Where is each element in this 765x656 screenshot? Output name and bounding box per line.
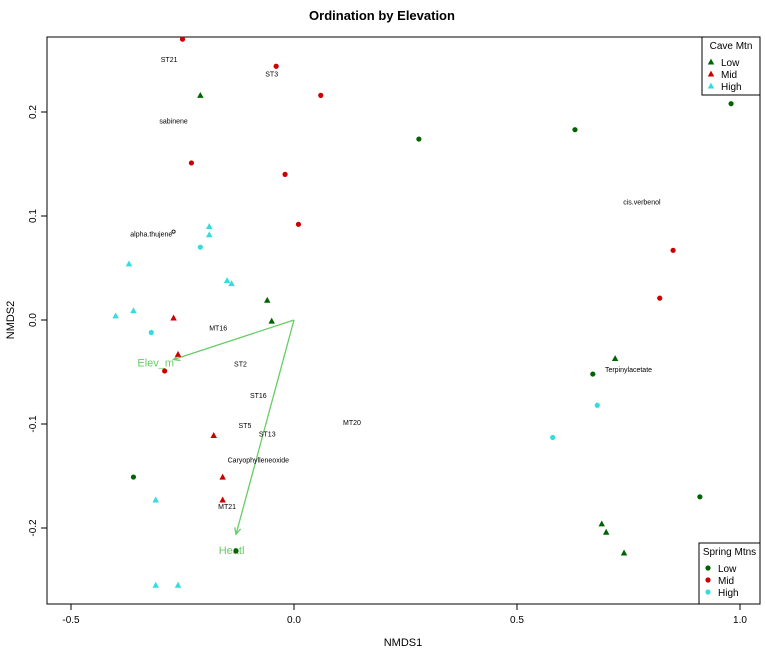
point-circle-mid [188, 160, 195, 166]
point-triangle-mid [219, 496, 226, 503]
point-triangle-low [268, 317, 275, 324]
vector-label: Heatl [219, 545, 245, 557]
point-triangle-mid [174, 350, 182, 357]
legend-entry-label: Mid [721, 70, 737, 81]
legend-entry-label: High [718, 588, 739, 599]
point-label: cis.verbenol [623, 199, 661, 206]
legend-entry-label: Low [721, 58, 740, 69]
point-circle-mid [162, 368, 168, 374]
point-label: MT20 [343, 420, 361, 427]
axis-ticks: -0.5 0.0 0.5 1.0 -0.2 -0.1 0.0 0.1 0.2 [28, 105, 747, 626]
y-axis-label: NMDS2 [5, 301, 17, 340]
point-circle-mid [657, 295, 663, 301]
y-tick-label: 0.2 [28, 105, 39, 119]
y-tick-label: -0.2 [28, 519, 39, 537]
point-triangle-mid [170, 314, 177, 321]
point-circle-low [233, 548, 239, 554]
point-label: ST13 [259, 431, 276, 438]
point-circle-low [130, 474, 137, 480]
point-triangle-high [228, 280, 235, 287]
point-label: sabinene [159, 118, 188, 125]
centroid-marker [171, 229, 176, 234]
vector-label: Elev_m [137, 358, 174, 370]
x-axis-label: NMDS1 [384, 637, 423, 649]
point-circle-high [594, 402, 600, 408]
point-triangle-low [264, 296, 271, 303]
point-triangle-high [206, 223, 213, 229]
point-circle-mid [273, 63, 279, 69]
point-label: Terpinylacetate [605, 367, 652, 374]
point-triangle-mid [219, 473, 226, 480]
legend-entry-label: High [721, 82, 742, 93]
x-tick-label: 0.0 [287, 615, 301, 626]
point-triangle-high [152, 496, 159, 503]
point-triangle-high [125, 260, 133, 267]
point-circle-high [197, 244, 203, 250]
point-triangle-high [223, 277, 231, 284]
y-tick-label: 0.1 [28, 209, 39, 223]
point-circle-mid [318, 92, 324, 98]
vector-line [173, 319, 295, 361]
legend-triangle [707, 70, 715, 77]
point-label: MT21 [218, 504, 236, 511]
point-triangle-high [112, 312, 119, 319]
data-points [112, 36, 734, 588]
point-triangle-low [611, 355, 619, 362]
legend-entry-label: Mid [718, 576, 734, 587]
point-label: alpha.thujene [130, 232, 172, 239]
point-label: Caryophylleneoxide [228, 457, 290, 464]
point-circle-high [550, 434, 556, 441]
point-label: ST2 [234, 362, 247, 369]
legend-title: Spring Mtns [703, 547, 756, 558]
x-tick-label: -0.5 [62, 615, 80, 626]
y-tick-label: 0.0 [28, 313, 39, 327]
y-tick-label: -0.1 [28, 415, 39, 433]
point-triangle-low [620, 549, 628, 556]
point-triangle-high [206, 231, 213, 238]
point-labels: ST21 ST3 sabinene alpha.thujene cis.verbenol… [130, 57, 661, 511]
point-circle-low [697, 494, 703, 500]
point-label: ST21 [161, 57, 178, 64]
point-triangle-mid [210, 432, 217, 438]
point-circle-low [416, 136, 422, 142]
x-tick-label: 1.0 [733, 615, 747, 626]
point-circle-high [148, 329, 154, 336]
point-label: ST3 [265, 72, 278, 79]
legend-circle [705, 565, 711, 571]
point-label: MT16 [209, 325, 227, 332]
vector-arrowhead [234, 527, 242, 536]
point-circle-mid [282, 171, 288, 177]
legend-entry-label: Low [718, 564, 737, 575]
point-circle-low [590, 371, 596, 377]
point-label: ST5 [239, 423, 252, 430]
x-tick-label: 0.5 [510, 615, 524, 626]
legend-circle [705, 577, 711, 583]
point-triangle-low [197, 91, 204, 98]
point-circle-mid [295, 221, 302, 227]
legend-triangle [707, 58, 715, 65]
legend-triangle [707, 82, 715, 89]
vector-line [235, 319, 295, 535]
point-circle-low [572, 127, 578, 133]
vector-arrows: Elev_m Heatl [137, 319, 295, 557]
point-triangle-high [130, 307, 137, 314]
point-triangle-low [598, 520, 605, 527]
point-circle-mid [670, 247, 676, 253]
point-triangle-high [152, 581, 159, 588]
point-circle-low [728, 101, 734, 107]
point-triangle-high [174, 581, 182, 588]
point-triangle-low [602, 528, 610, 535]
legend-circle [705, 589, 711, 595]
point-label: ST16 [250, 393, 267, 400]
chart-title: Ordination by Elevation [309, 8, 455, 23]
legend-title: Cave Mtn [710, 41, 753, 52]
point-circle-mid [179, 36, 186, 42]
